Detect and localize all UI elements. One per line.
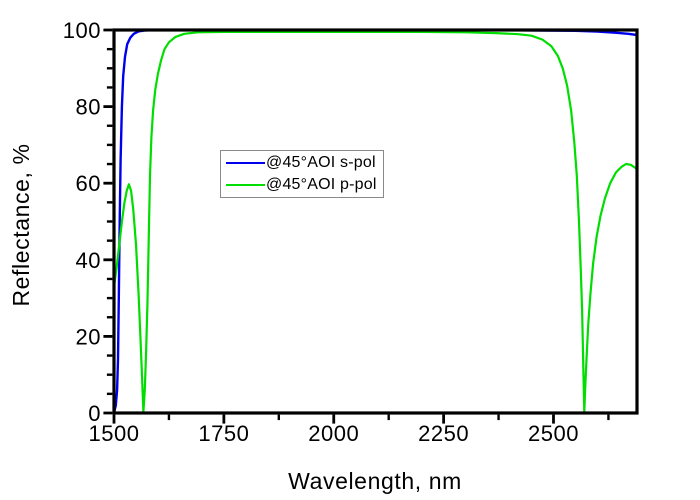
y-tick-label: 100 (63, 18, 101, 43)
x-tick-label: 2500 (528, 421, 579, 446)
legend-label-p-pol: @45°AOI p-pol (266, 176, 377, 193)
axis-ticks (103, 28, 610, 424)
plot-frame (112, 28, 639, 415)
curve-s-pol (112, 28, 639, 415)
y-tick-label: 60 (76, 171, 101, 196)
x-tick-label: 1500 (89, 421, 140, 446)
y-tick-label: 20 (76, 324, 101, 349)
x-tick-label: 1750 (198, 421, 249, 446)
legend-label-s-pol: @45°AOI s-pol (266, 154, 376, 171)
y-tick-label: 80 (76, 95, 101, 120)
curve-p-pol (112, 30, 639, 413)
data-curves (112, 28, 639, 415)
x-tick-label: 2250 (418, 421, 469, 446)
y-tick-label: 40 (76, 248, 101, 273)
legend-item-s-pol: @45°AOI s-pol (221, 153, 383, 173)
y-tick-label: 0 (88, 401, 101, 426)
y-axis-title: Reflectance, % (8, 143, 34, 306)
legend-item-p-pol: @45°AOI p-pol (221, 175, 383, 195)
x-tick-label: 2000 (308, 421, 359, 446)
p-pol-line-swatch (226, 184, 265, 186)
s-pol-line-swatch (226, 162, 265, 164)
tick-labels: 1500 1750 2000 2250 2500 0 20 40 60 80 100 (63, 18, 579, 446)
x-axis-title: Wavelength, nm (288, 468, 462, 494)
legend: @45°AOI s-pol @45°AOI p-pol (220, 150, 384, 198)
